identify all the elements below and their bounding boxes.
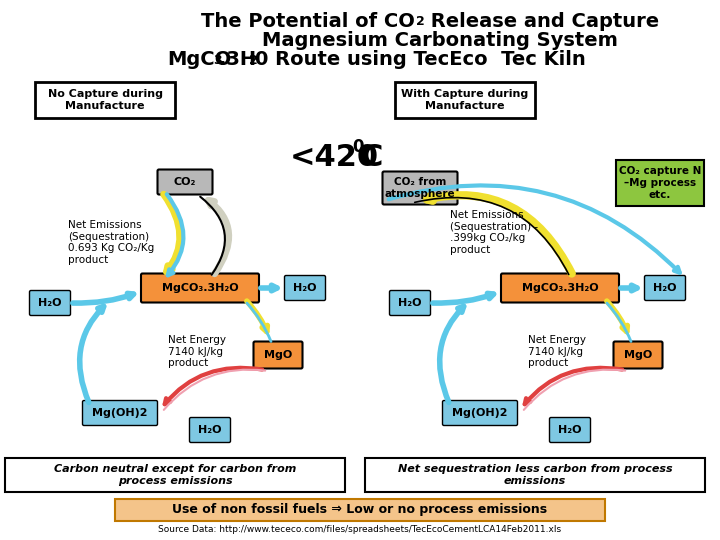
Text: Net sequestration less carbon from process
emissions: Net sequestration less carbon from proce… <box>397 464 672 486</box>
Text: Magnesium Carbonating System: Magnesium Carbonating System <box>262 31 618 50</box>
Text: C: C <box>360 143 382 172</box>
Text: MgCO₃.3H₂O: MgCO₃.3H₂O <box>522 283 598 293</box>
Bar <box>365 458 705 492</box>
Text: MgO: MgO <box>264 350 292 360</box>
Text: Net Energy
7140 kJ/kg
product: Net Energy 7140 kJ/kg product <box>528 335 586 368</box>
Text: No Capture during
Manufacture: No Capture during Manufacture <box>48 89 163 111</box>
Text: H₂O: H₂O <box>38 298 62 308</box>
Text: H₂O: H₂O <box>293 283 317 293</box>
Text: Source Data: http://www.tececo.com/files/spreadsheets/TecEcoCementLCA14Feb2011.x: Source Data: http://www.tececo.com/files… <box>158 525 562 535</box>
Text: MgCO: MgCO <box>167 50 231 69</box>
FancyBboxPatch shape <box>141 273 259 302</box>
Text: Use of non fossil fuels ⇒ Low or no process emissions: Use of non fossil fuels ⇒ Low or no proc… <box>172 503 548 516</box>
FancyBboxPatch shape <box>644 275 685 300</box>
FancyBboxPatch shape <box>382 172 457 205</box>
Text: With Capture during
Manufacture: With Capture during Manufacture <box>401 89 528 111</box>
Bar <box>616 160 704 206</box>
Text: .3H: .3H <box>219 50 256 69</box>
Text: 0: 0 <box>352 138 364 156</box>
Bar <box>115 499 605 521</box>
Text: H₂O: H₂O <box>198 425 222 435</box>
Text: H₂O: H₂O <box>558 425 582 435</box>
Text: CO₂ from
atmosphere: CO₂ from atmosphere <box>384 177 455 199</box>
Text: 0 Route using TecEco  Tec Kiln: 0 Route using TecEco Tec Kiln <box>255 50 586 69</box>
Text: H₂O: H₂O <box>653 283 677 293</box>
FancyBboxPatch shape <box>390 291 431 315</box>
Text: CO₂ capture N
–Mg process
etc.: CO₂ capture N –Mg process etc. <box>618 166 701 200</box>
FancyBboxPatch shape <box>253 341 302 368</box>
Text: Net Emissions
(Sequestration) -
.399kg CO₂/kg
product: Net Emissions (Sequestration) - .399kg C… <box>450 210 538 255</box>
FancyBboxPatch shape <box>83 401 158 426</box>
FancyBboxPatch shape <box>501 273 619 302</box>
Text: H₂O: H₂O <box>398 298 422 308</box>
Bar <box>35 82 175 118</box>
Text: 3: 3 <box>213 54 222 67</box>
Bar <box>395 82 535 118</box>
Text: 2: 2 <box>249 54 258 67</box>
FancyBboxPatch shape <box>549 417 590 442</box>
FancyBboxPatch shape <box>284 275 325 300</box>
FancyBboxPatch shape <box>443 401 518 426</box>
Text: Carbon neutral except for carbon from
process emissions: Carbon neutral except for carbon from pr… <box>54 464 296 486</box>
Text: MgO: MgO <box>624 350 652 360</box>
FancyBboxPatch shape <box>158 170 212 194</box>
Text: Mg(OH)2: Mg(OH)2 <box>452 408 508 418</box>
Text: MgCO₃.3H₂O: MgCO₃.3H₂O <box>162 283 238 293</box>
Text: Net Energy
7140 kJ/kg
product: Net Energy 7140 kJ/kg product <box>168 335 226 368</box>
Text: Mg(OH)2: Mg(OH)2 <box>92 408 148 418</box>
FancyBboxPatch shape <box>189 417 230 442</box>
Text: The Potential of CO: The Potential of CO <box>201 12 415 31</box>
Text: <420: <420 <box>290 143 379 172</box>
FancyBboxPatch shape <box>613 341 662 368</box>
Text: CO₂: CO₂ <box>174 177 196 187</box>
Text: Release and Capture: Release and Capture <box>424 12 659 31</box>
Text: 2: 2 <box>416 15 425 28</box>
Bar <box>5 458 345 492</box>
FancyBboxPatch shape <box>30 291 71 315</box>
Text: Net Emissions
(Sequestration)
0.693 Kg CO₂/Kg
product: Net Emissions (Sequestration) 0.693 Kg C… <box>68 220 154 265</box>
